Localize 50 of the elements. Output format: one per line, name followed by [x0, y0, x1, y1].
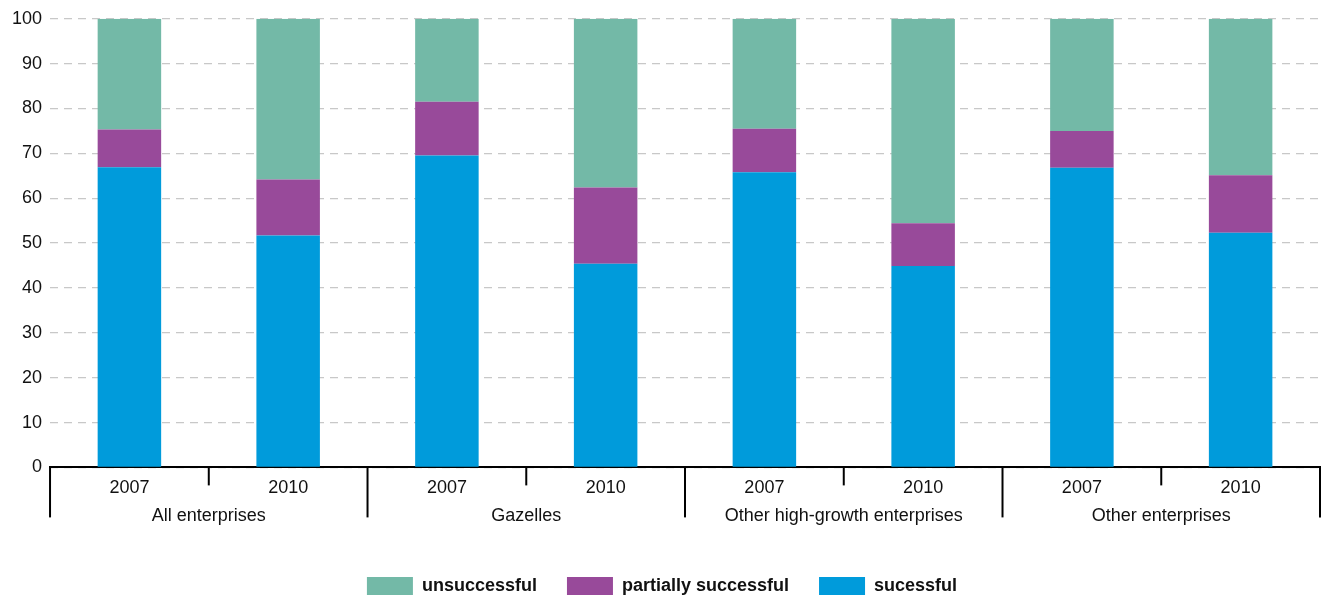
- bar: [97, 18, 162, 130]
- bar: [1050, 167, 1114, 467]
- bar: [573, 187, 638, 264]
- text: Other enterprises: [1091, 505, 1231, 526]
- bar: [891, 223, 955, 266]
- bar: [891, 265, 955, 467]
- bar: [415, 18, 479, 102]
- legend-label: partially successful: [621, 574, 790, 595]
- x-tick-label: 2010: [585, 477, 626, 498]
- x-tick-label: 2007: [426, 477, 467, 498]
- bar: [1050, 130, 1114, 168]
- y-tick-label: 70: [22, 142, 43, 163]
- x-tick-label: 2007: [109, 477, 150, 498]
- x-tick-label: 2010: [1220, 477, 1261, 498]
- bar: [1050, 18, 1114, 131]
- x-tick-label: 2007: [1061, 477, 1102, 498]
- x-tick-label: 2007: [744, 477, 785, 498]
- bar: [256, 179, 320, 236]
- bar: [97, 167, 162, 467]
- y-tick-label: 80: [22, 97, 43, 118]
- y-tick-label: 30: [22, 321, 43, 342]
- x-tick-label: 2010: [268, 477, 309, 498]
- legend-label: sucessful: [874, 574, 958, 595]
- text: Other high-growth enterprises: [724, 505, 963, 526]
- text: All enterprises: [151, 505, 266, 526]
- bar: [97, 129, 162, 168]
- bar: [732, 172, 797, 467]
- bar: [1208, 18, 1273, 176]
- y-tick-label: 40: [22, 276, 43, 297]
- y-tick-label: 90: [22, 52, 43, 73]
- y-tick-label: 0: [32, 456, 43, 477]
- y-tick-label: 10: [22, 411, 43, 432]
- bar: [573, 18, 638, 188]
- bar: [415, 101, 479, 156]
- y-tick-label: 60: [22, 187, 43, 208]
- bar: [732, 128, 797, 173]
- bar: [256, 235, 320, 467]
- bar: [1208, 175, 1273, 233]
- y-tick-label: 50: [22, 232, 43, 253]
- y-tick-label: 100: [11, 7, 43, 28]
- text: Gazelles: [491, 505, 562, 526]
- bar: [256, 18, 320, 180]
- bar: [1208, 232, 1273, 467]
- bar: [573, 263, 638, 467]
- bar: [415, 155, 479, 467]
- x-tick-label: 2010: [903, 477, 944, 498]
- bar: [891, 18, 955, 224]
- bar: [732, 18, 797, 129]
- y-tick-label: 20: [22, 366, 43, 387]
- legend-label: unsuccessful: [421, 574, 537, 595]
